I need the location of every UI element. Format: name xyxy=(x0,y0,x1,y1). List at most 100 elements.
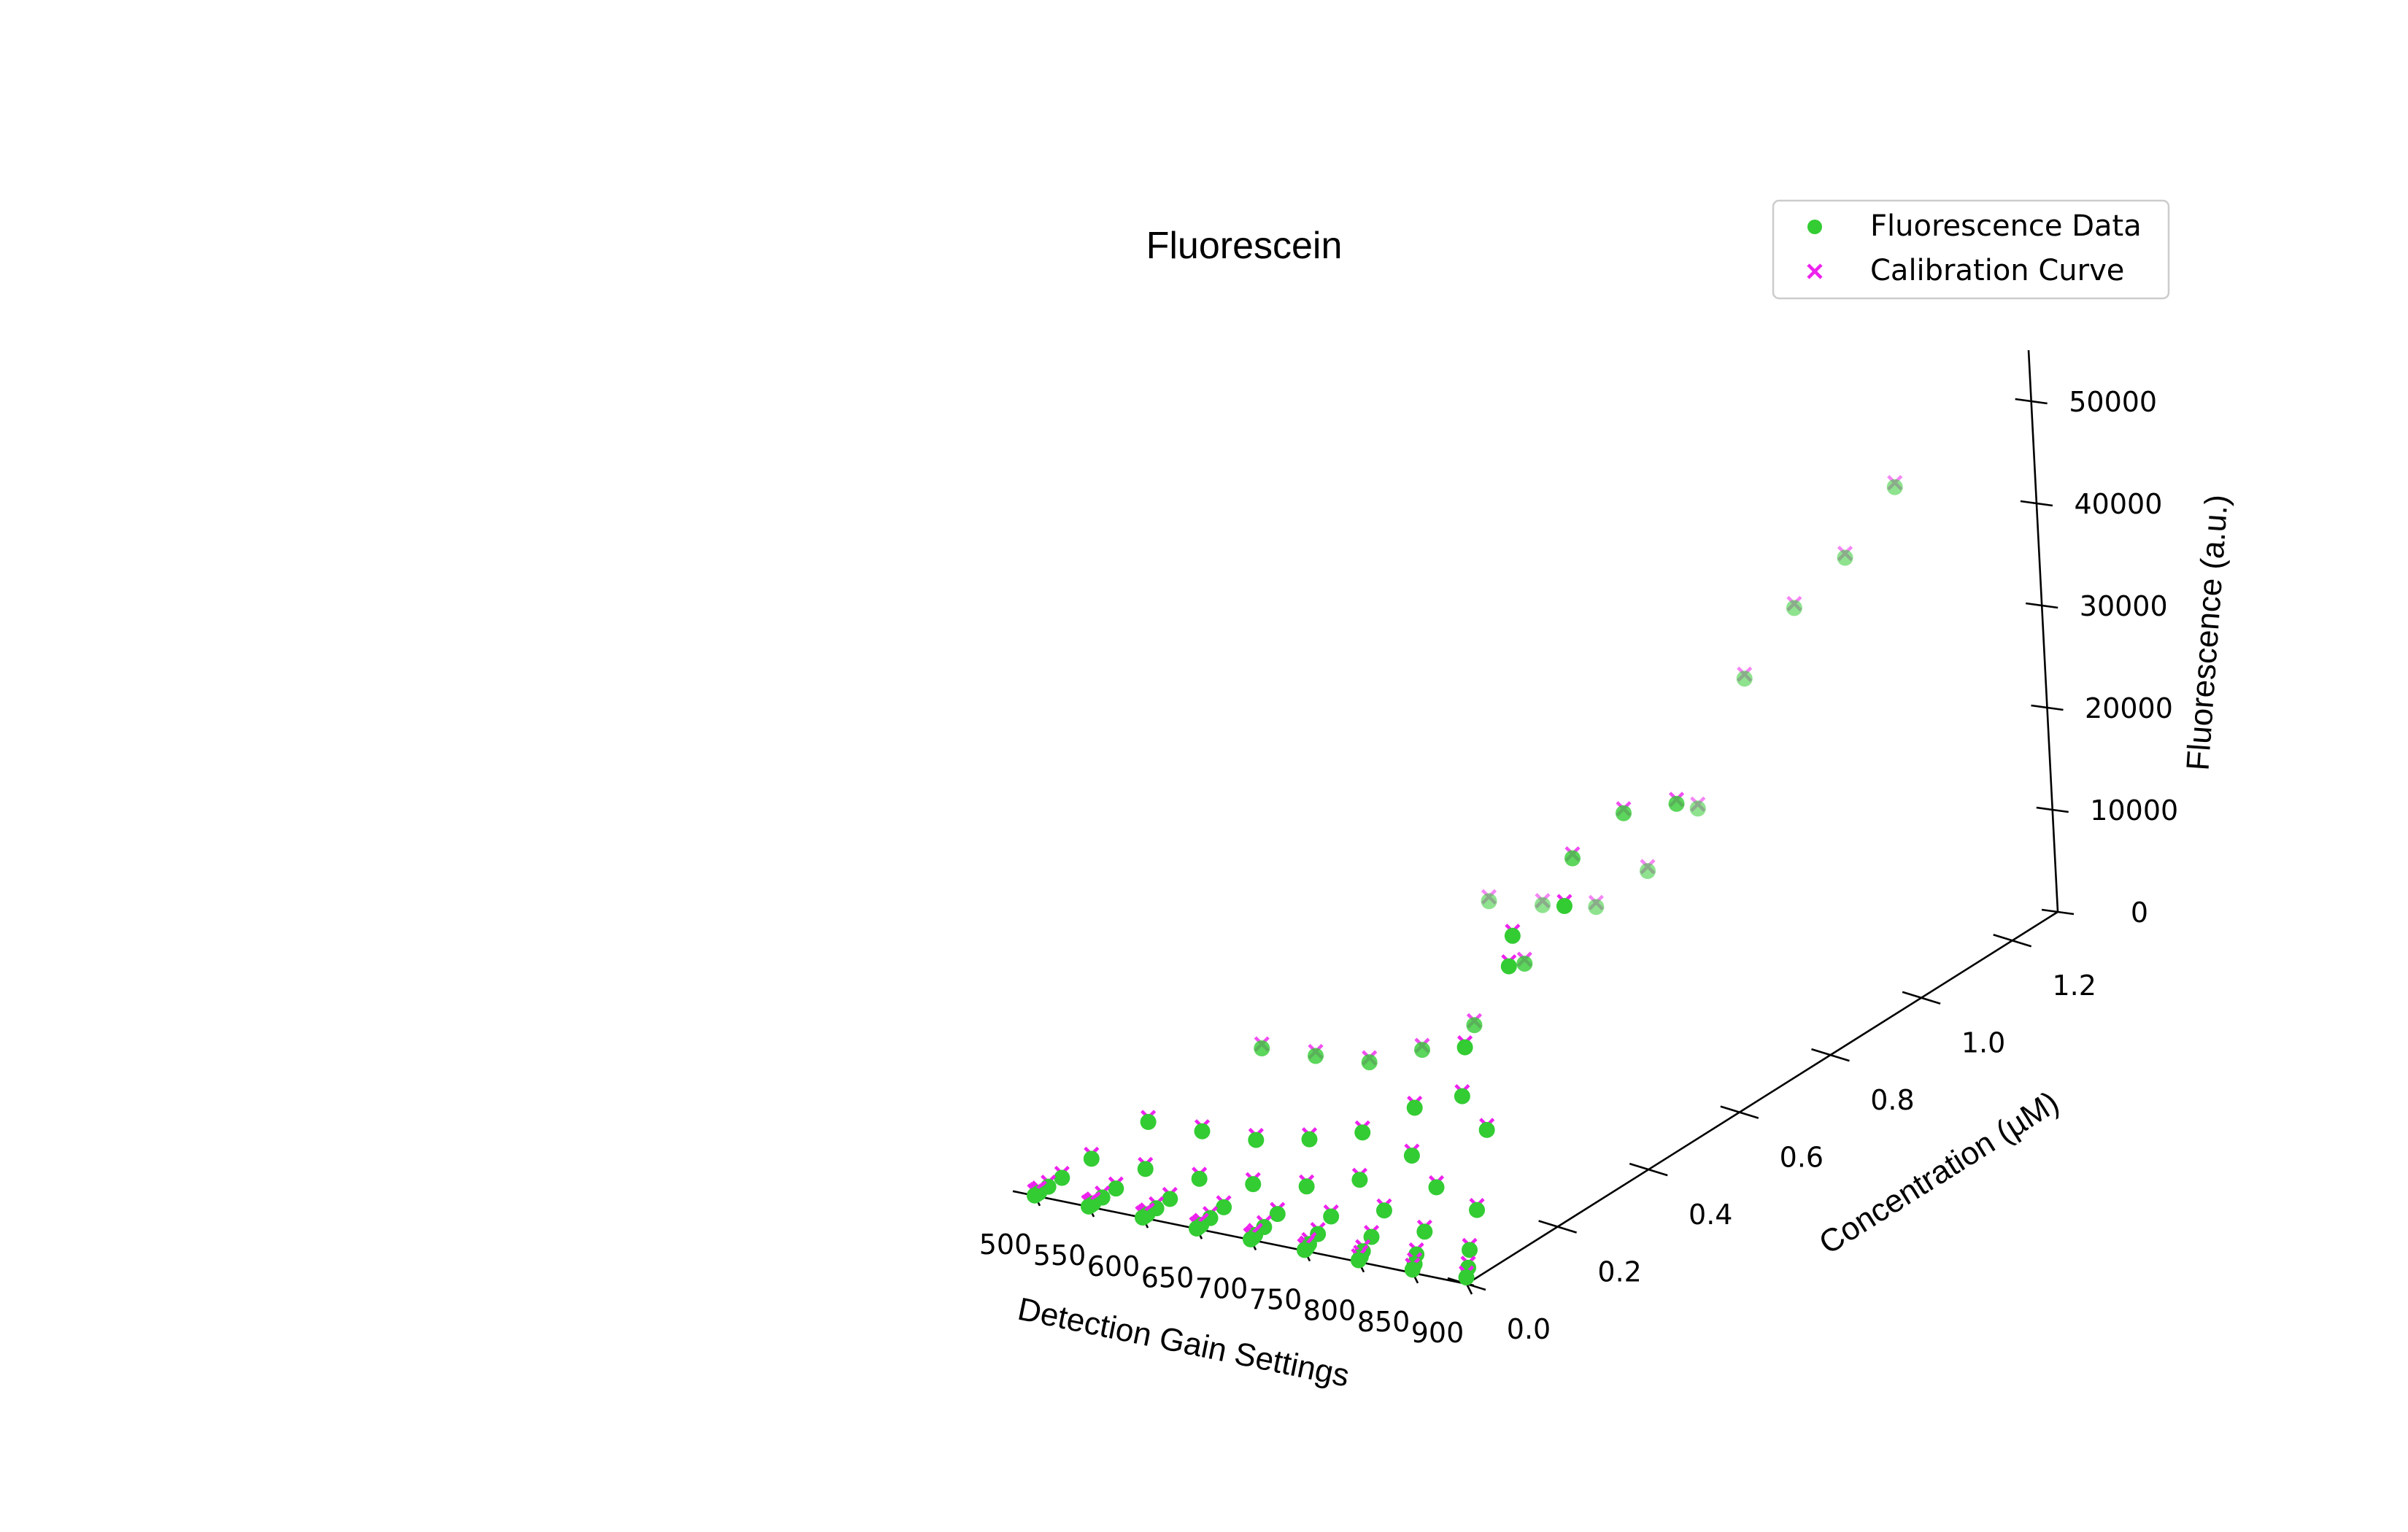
y-tick-label: 1.2 xyxy=(2053,970,2096,1002)
fluorescence-point xyxy=(1616,805,1632,821)
fluorescence-point xyxy=(1786,600,1802,616)
fluorescence-point xyxy=(1564,850,1581,867)
fluorescence-point xyxy=(1462,1242,1478,1258)
fluorescence-point xyxy=(1296,1242,1313,1258)
fluorescence-point xyxy=(1406,1099,1423,1116)
fluorescence-point xyxy=(1308,1048,1324,1064)
fluorescence-point xyxy=(1323,1208,1340,1225)
y-tick-label: 0.0 xyxy=(1507,1313,1551,1345)
y-tick-label: 0.8 xyxy=(1870,1084,1914,1116)
y-tick-label: 0.4 xyxy=(1689,1199,1732,1231)
z-tick-label: 30000 xyxy=(2080,590,2168,622)
fluorescence-point xyxy=(1108,1180,1124,1197)
z-tick-mark xyxy=(2020,500,2053,507)
fluorescence-point xyxy=(1298,1178,1315,1195)
z-tick-mark xyxy=(2036,806,2069,813)
y-axis-line xyxy=(1466,910,2058,1285)
fluorescence-point xyxy=(1736,670,1753,687)
z-tick-mark xyxy=(2026,602,2058,609)
y-tick-mark xyxy=(1811,1048,1850,1062)
legend[interactable]: Fluorescence Data Calibration Curve xyxy=(1772,199,2170,300)
legend-marker-calibration-curve xyxy=(1807,263,1823,279)
fluorescence-point xyxy=(1556,897,1572,914)
z-tick-label: 10000 xyxy=(2090,794,2178,827)
x-tick-label: 700 xyxy=(1195,1272,1249,1304)
fluorescence-point xyxy=(1375,1202,1392,1219)
fluorescence-point xyxy=(1301,1131,1318,1148)
z-axis-line xyxy=(2027,349,2059,913)
fluorescence-point xyxy=(1194,1123,1211,1140)
z-tick-label: 0 xyxy=(2131,897,2148,929)
fluorescence-point xyxy=(1254,1040,1270,1057)
fluorescence-point xyxy=(1478,1121,1495,1138)
fluorescence-point xyxy=(1216,1199,1232,1215)
fluorescence-point xyxy=(1269,1206,1286,1223)
z-tick-mark xyxy=(2041,908,2075,916)
fluorescence-point xyxy=(1162,1191,1178,1207)
x-tick-label: 800 xyxy=(1303,1295,1357,1327)
z-tick-label: 50000 xyxy=(2069,386,2157,418)
chart-title: Fluorescein xyxy=(1146,225,1343,267)
z-tick-mark xyxy=(2031,704,2064,711)
fluorescence-point xyxy=(1188,1220,1205,1237)
x-tick-label: 750 xyxy=(1249,1284,1303,1316)
x-tick-label: 650 xyxy=(1141,1261,1195,1293)
fluorescence-point xyxy=(1242,1231,1259,1247)
fluorescence-point xyxy=(1837,549,1853,566)
z-tick-label: 20000 xyxy=(2085,692,2173,724)
fluorescence-point xyxy=(1588,899,1605,916)
x-tick-label: 600 xyxy=(1087,1250,1141,1283)
y-axis-title: Concentration (µM) xyxy=(1813,1084,2066,1261)
fluorescence-point xyxy=(1535,897,1551,913)
fluorescence-point xyxy=(1026,1187,1043,1204)
fluorescence-point xyxy=(1083,1150,1100,1167)
data-points xyxy=(1026,475,1903,1286)
fluorescence-point xyxy=(1504,927,1521,944)
y-tick-label: 0.2 xyxy=(1597,1256,1641,1288)
fluorescence-point xyxy=(1886,479,1903,495)
fluorescence-point xyxy=(1350,1252,1367,1269)
legend-label-fluorescence-data: Fluorescence Data xyxy=(1870,209,2142,243)
fluorescence-point xyxy=(1428,1179,1445,1196)
fluorescence-point xyxy=(1191,1170,1208,1187)
fluorescence-point xyxy=(1689,800,1706,817)
z-tick-label: 40000 xyxy=(2074,488,2162,520)
y-tick-mark xyxy=(1993,933,2032,948)
fluorescence-point xyxy=(1248,1131,1265,1148)
fluorescence-point xyxy=(1456,1039,1473,1056)
fluorescence-point xyxy=(1458,1269,1475,1286)
y-tick-label: 0.6 xyxy=(1780,1142,1824,1174)
fluorescence-point xyxy=(1416,1223,1433,1240)
y-tick-mark xyxy=(1720,1105,1759,1119)
fluorescence-point xyxy=(1500,958,1517,975)
fluorescence-point xyxy=(1640,862,1656,879)
fluorescence-point xyxy=(1454,1088,1470,1104)
fluorescence-point xyxy=(1516,956,1533,972)
fluorescence-point xyxy=(1351,1172,1368,1188)
x-tick-label: 550 xyxy=(1033,1239,1087,1272)
x-tick-label: 900 xyxy=(1411,1317,1465,1349)
fluorescence-point xyxy=(1361,1054,1378,1071)
x-tick-label: 850 xyxy=(1357,1306,1411,1338)
z-tick-mark xyxy=(2015,398,2048,405)
fluorescence-point xyxy=(1414,1042,1431,1059)
y-tick-label: 1.0 xyxy=(1961,1027,2005,1059)
legend-frame xyxy=(1772,199,2170,300)
fluorescence-point xyxy=(1134,1209,1151,1226)
fluorescence-point xyxy=(1354,1124,1371,1141)
x-tick-label: 500 xyxy=(979,1229,1033,1261)
fluorescence-point xyxy=(1668,795,1685,812)
fluorescence-point xyxy=(1080,1198,1097,1215)
fluorescence-point xyxy=(1466,1017,1483,1034)
y-tick-mark xyxy=(1629,1162,1668,1177)
legend-label-calibration-curve: Calibration Curve xyxy=(1870,254,2124,287)
fluorescence-point xyxy=(1481,893,1497,910)
z-axis-title: Fluorescence (a.u.) xyxy=(2180,493,2235,772)
fluorescence-point xyxy=(1403,1148,1420,1164)
legend-marker-fluorescence-data xyxy=(1807,220,1822,234)
fluorescence-point xyxy=(1404,1261,1421,1278)
fluorescence-point xyxy=(1140,1113,1157,1130)
fluorescence-point xyxy=(1054,1169,1070,1186)
